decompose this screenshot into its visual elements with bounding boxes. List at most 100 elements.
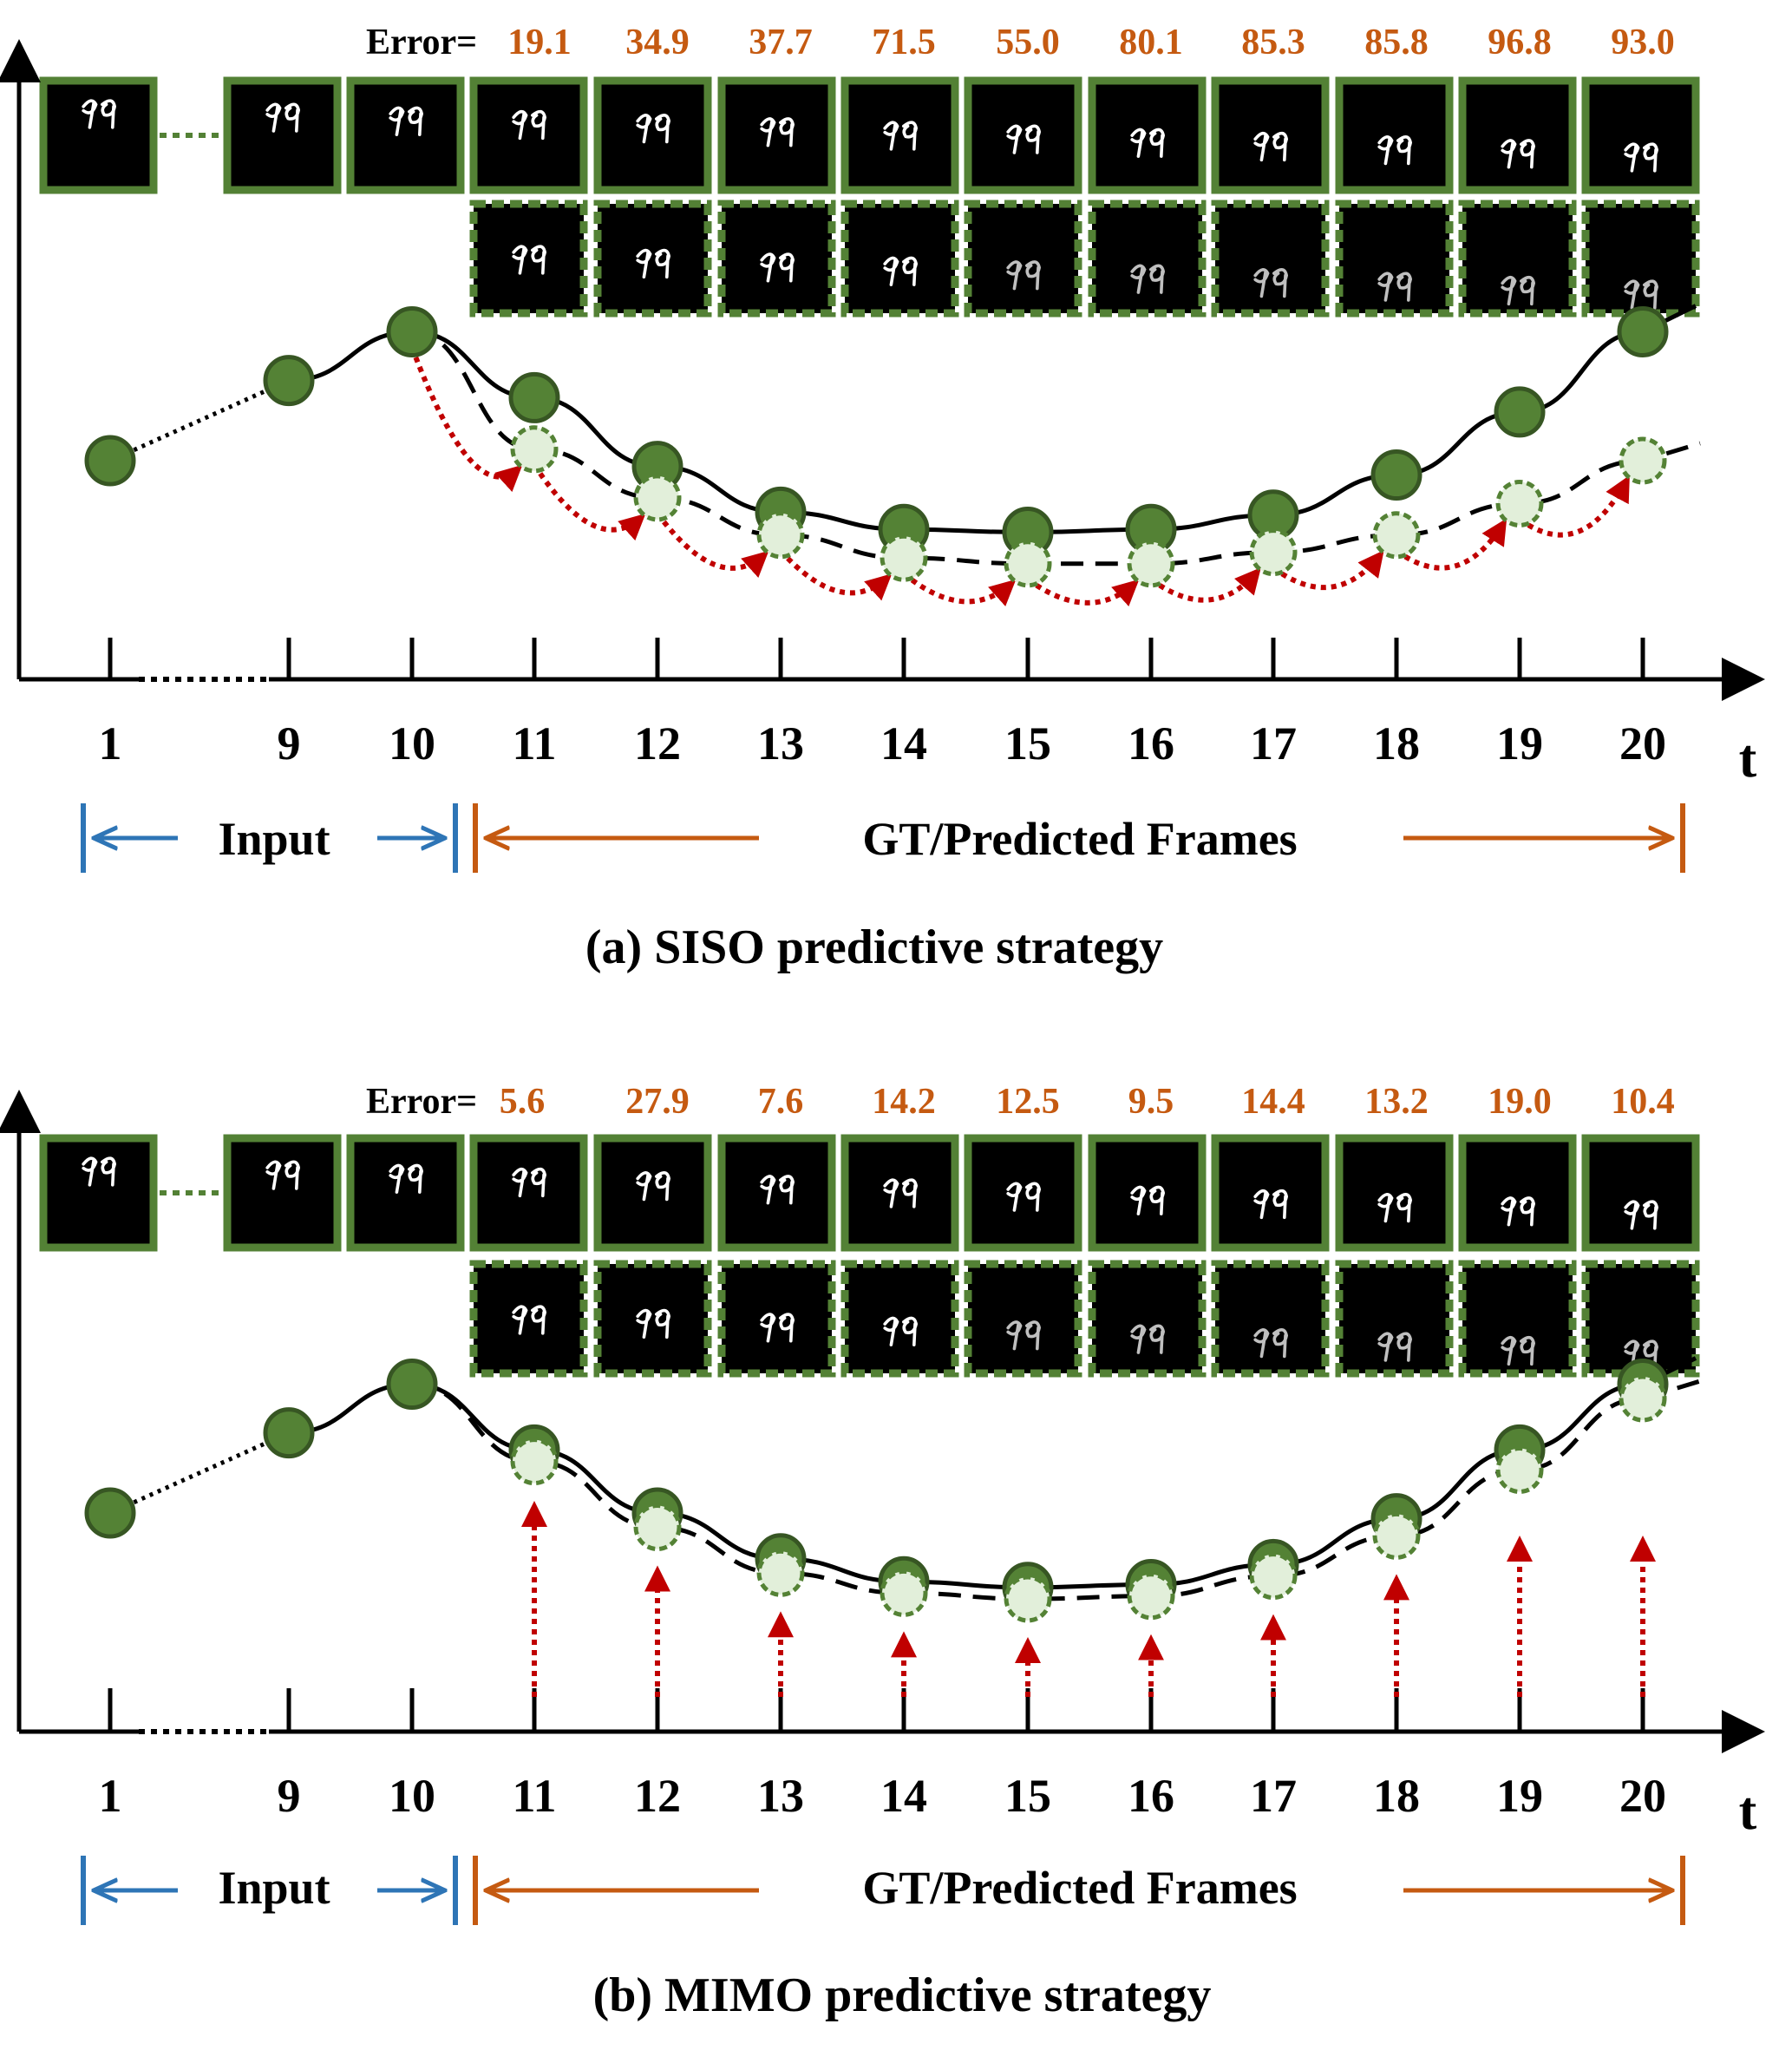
recursive-arrow	[1026, 577, 1140, 607]
ground-truth-point	[508, 371, 560, 423]
predicted-point	[1249, 1552, 1298, 1601]
tick-label: 11	[512, 717, 556, 770]
digit-glyph	[760, 1313, 795, 1343]
tick-label: 13	[757, 717, 804, 770]
t-axis-label: t	[1739, 730, 1757, 789]
input-label: Input	[218, 813, 330, 865]
predicted-frame	[1211, 200, 1330, 318]
predicted-frame	[1458, 200, 1577, 318]
predicted-frame	[1335, 1260, 1454, 1378]
predicted-frame	[1088, 200, 1207, 318]
error-value: 34.9	[625, 23, 690, 62]
error-value: 80.1	[1119, 23, 1183, 62]
input-dotted-segment	[108, 1431, 291, 1516]
ground-truth-frame	[223, 76, 342, 194]
digit-glyph	[636, 248, 671, 279]
ground-truth-frame	[1211, 76, 1330, 194]
predicted-point	[1495, 1446, 1544, 1494]
digit-glyph	[389, 106, 424, 136]
digit-glyph	[1624, 1200, 1659, 1230]
ground-truth-frame	[717, 76, 836, 194]
digit-glyph	[1501, 1196, 1536, 1227]
digit-glyph	[1253, 1189, 1289, 1220]
error-value: 19.0	[1488, 1082, 1552, 1122]
digit-glyph	[512, 1305, 547, 1335]
predicted-point	[1004, 540, 1052, 588]
ground-truth-frame	[469, 76, 588, 194]
predicted-frame	[1335, 200, 1454, 318]
error-value: 13.2	[1364, 1082, 1429, 1122]
ground-truth-frame	[346, 1134, 465, 1252]
ground-truth-frame	[840, 76, 959, 194]
predicted-frame	[469, 1260, 588, 1378]
ground-truth-frame	[223, 1134, 342, 1252]
digit-glyph	[82, 99, 117, 129]
input-label: Input	[218, 1862, 330, 1914]
panel-mimo: Error= 5.6 27.9 7.6 14.2 12.5 9.5 14.4 13.2 19.0…	[0, 1082, 1765, 2022]
tick-label: 11	[512, 1770, 556, 1822]
predicted-point	[633, 1503, 682, 1551]
input-dotted-segment	[108, 378, 291, 463]
digit-glyph	[1377, 135, 1413, 166]
ground-truth-frame	[1581, 1134, 1700, 1252]
recursive-arrow	[409, 346, 523, 493]
ground-truth-frame	[1335, 76, 1454, 194]
predicted-point	[1249, 528, 1298, 577]
error-label: Error=	[366, 1082, 477, 1122]
error-value: 93.0	[1611, 23, 1675, 62]
predicted-frame	[593, 200, 712, 318]
predicted-point	[1372, 511, 1421, 560]
ground-truth-frame	[469, 1134, 588, 1252]
ground-truth-point	[1494, 386, 1546, 438]
predicted-point	[1004, 1575, 1052, 1623]
ground-truth-curve	[288, 1356, 1697, 1590]
tick-label: 1	[99, 1770, 122, 1822]
error-value: 14.4	[1241, 1082, 1305, 1122]
ground-truth-frame	[717, 1134, 836, 1252]
digit-glyph	[1253, 268, 1289, 298]
ground-truth-frame	[1335, 1134, 1454, 1252]
error-value: 7.6	[758, 1082, 804, 1122]
predicted-frame	[1581, 1260, 1700, 1378]
ground-truth-frame	[593, 1134, 712, 1252]
error-value: 96.8	[1488, 23, 1552, 62]
digit-glyph	[1501, 1335, 1536, 1366]
error-label: Error=	[366, 23, 477, 62]
predicted-frame	[1581, 200, 1700, 318]
recursive-arrow	[902, 571, 1017, 606]
ground-truth-frame	[1458, 76, 1577, 194]
digit-glyph	[1006, 260, 1042, 291]
tick-label: 18	[1373, 717, 1420, 770]
recursive-arrow	[532, 463, 646, 541]
digit-glyph	[883, 1316, 919, 1346]
digit-glyph	[1377, 1332, 1413, 1362]
digit-glyph	[1377, 272, 1413, 302]
digit-glyph	[1130, 128, 1166, 158]
digit-glyph	[265, 1160, 301, 1190]
ground-truth-point	[386, 306, 438, 357]
digit-glyph	[883, 121, 919, 151]
digit-glyph	[1624, 279, 1659, 310]
tick-label: 19	[1496, 717, 1543, 770]
error-values: 5.6 27.9 7.6 14.2 12.5 9.5 14.4 13.2 19.0 10.4	[500, 1082, 1675, 1122]
predicted-point	[1372, 1511, 1421, 1560]
trajectory-plot: 1 9 10 11 12 13 14 15 16 17 18 19 20 t	[0, 39, 1765, 789]
digit-glyph	[265, 102, 301, 133]
predicted-frame	[469, 200, 588, 318]
predicted-point	[1619, 1374, 1667, 1423]
predicted-point	[1619, 436, 1667, 485]
tick-label: 20	[1619, 1770, 1666, 1822]
predicted-point	[880, 1569, 928, 1617]
error-value: 9.5	[1128, 1082, 1174, 1122]
error-value: 85.8	[1364, 23, 1429, 62]
tick-label: 9	[278, 1770, 301, 1822]
error-value: 85.3	[1241, 23, 1305, 62]
digit-glyph	[760, 117, 795, 147]
error-value: 71.5	[872, 23, 936, 62]
predicted-point	[1495, 480, 1544, 527]
predicted-frame	[717, 1260, 836, 1378]
digit-glyph	[1624, 1339, 1659, 1370]
predicted-point	[1127, 1572, 1175, 1621]
frames-label: GT/Predicted Frames	[862, 813, 1297, 865]
panel-caption: (b) MIMO predictive strategy	[593, 1968, 1212, 2022]
